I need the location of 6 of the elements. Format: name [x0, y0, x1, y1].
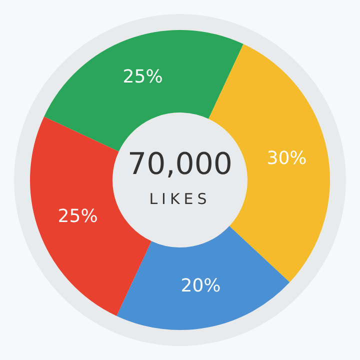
data-label: 20% — [180, 275, 221, 296]
text: 70,000 — [128, 146, 232, 182]
text: LIKES — [149, 190, 211, 208]
data-label: 30% — [266, 148, 307, 169]
data-label: 25% — [58, 206, 98, 227]
data-label: 25% — [122, 66, 163, 88]
